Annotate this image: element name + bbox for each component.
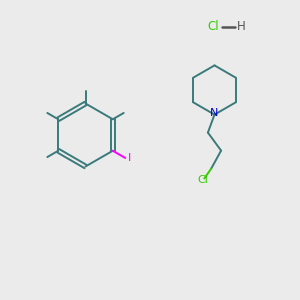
Text: H: H [237, 20, 246, 34]
Text: I: I [128, 153, 131, 163]
Text: Cl: Cl [207, 20, 219, 34]
Text: N: N [210, 108, 219, 118]
Text: Cl: Cl [197, 175, 208, 185]
